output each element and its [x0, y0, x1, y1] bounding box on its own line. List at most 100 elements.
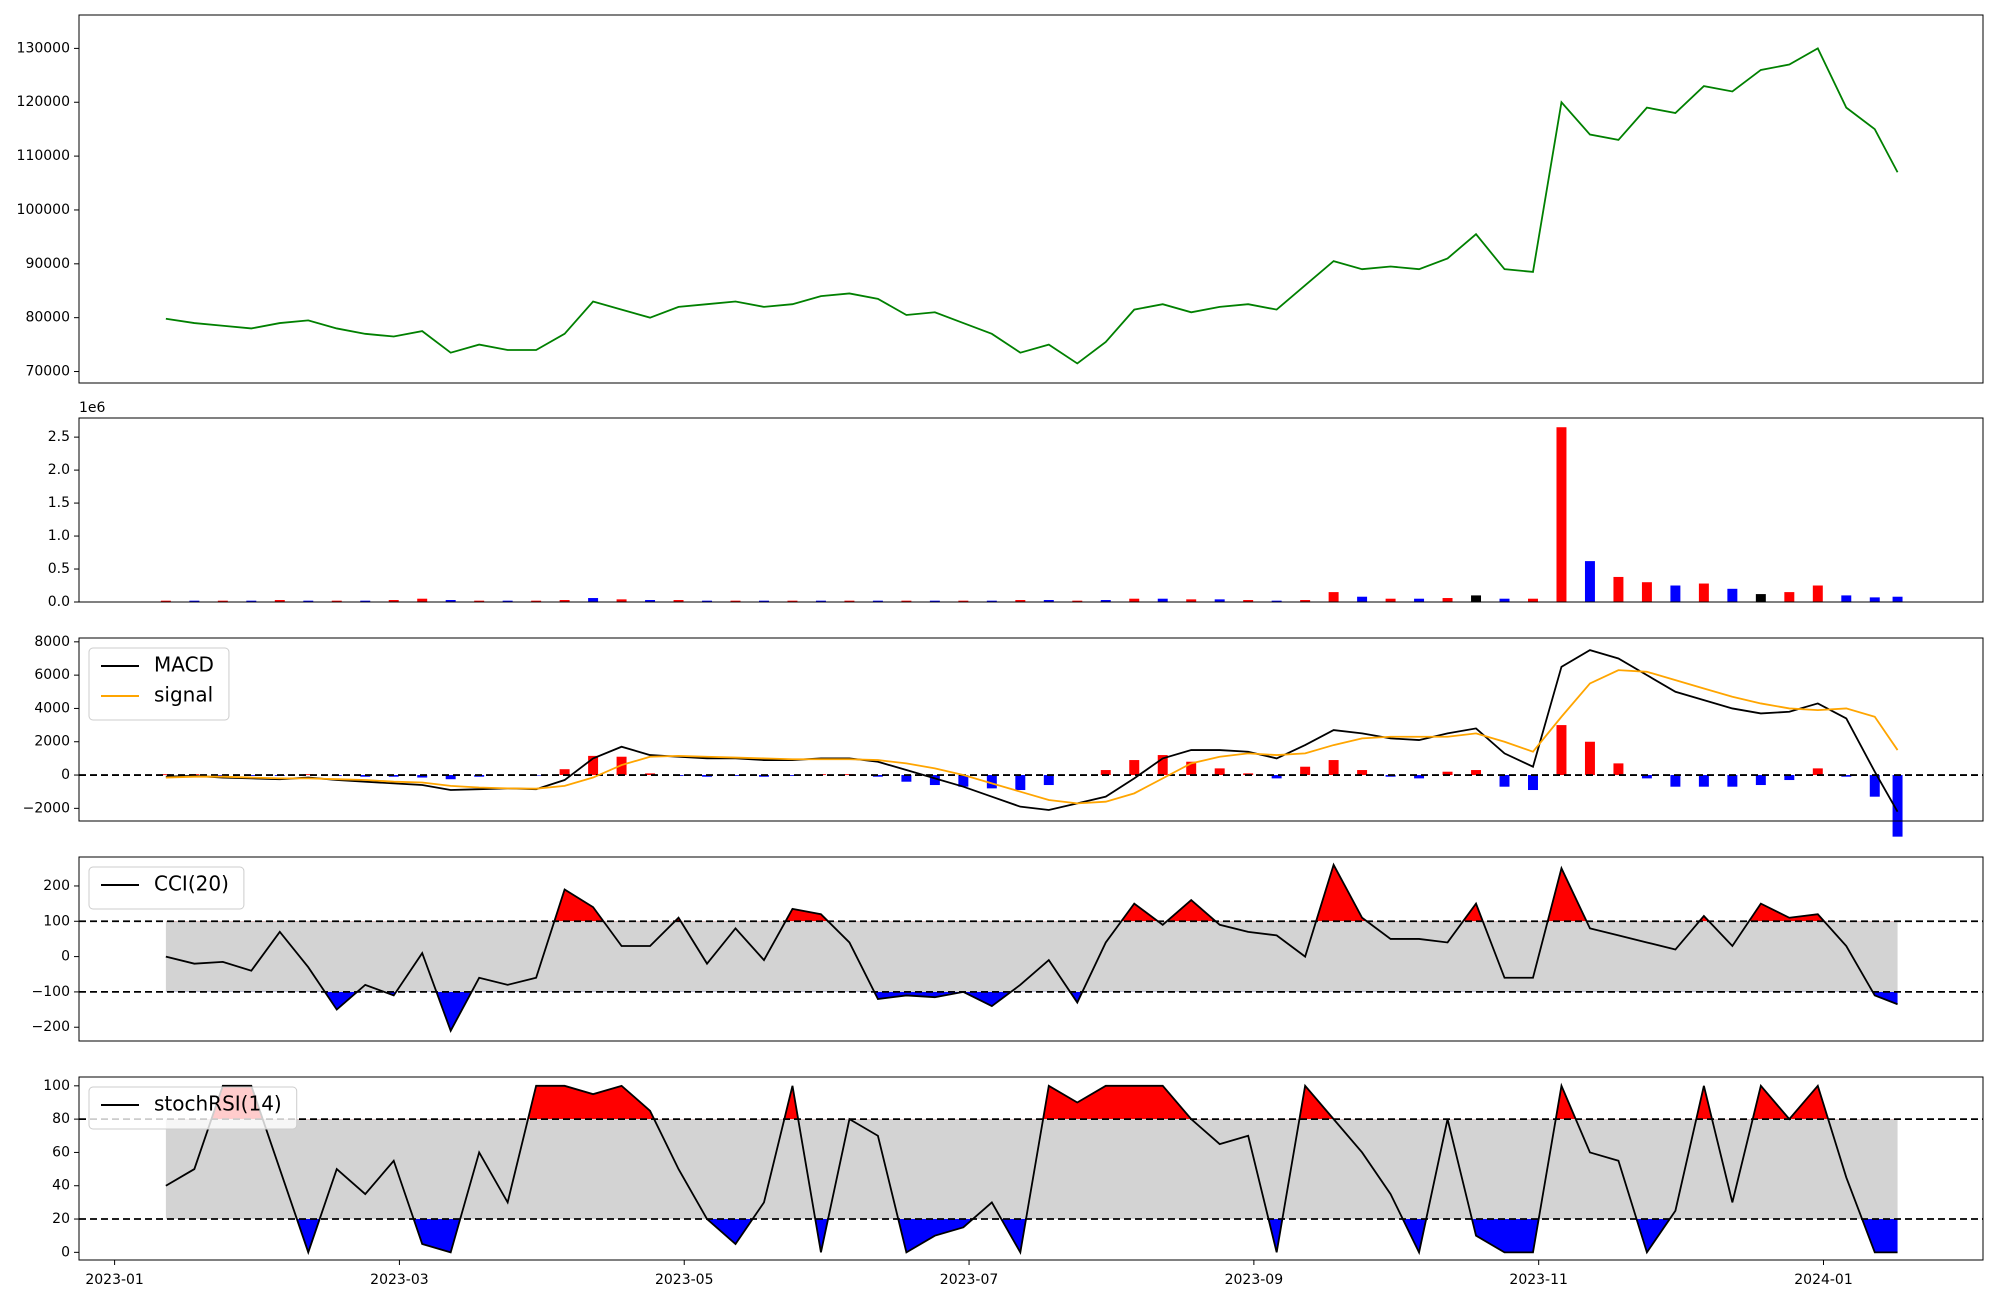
volume-bar — [1613, 576, 1624, 602]
y-tick-label: 0.5 — [48, 561, 70, 577]
histogram-bar — [1186, 761, 1197, 776]
histogram-bar — [1812, 768, 1823, 776]
histogram-bar — [1892, 775, 1903, 837]
histogram-bar — [1755, 775, 1766, 786]
x-tick-label: 2023-07 — [940, 1272, 999, 1288]
volume-bar — [1157, 598, 1168, 602]
y-tick-label: −100 — [32, 984, 70, 1000]
histogram-bar — [1129, 760, 1140, 776]
volume-bar — [1584, 561, 1595, 602]
histogram-bar — [1869, 775, 1880, 797]
y-tick-label: 0 — [61, 949, 70, 965]
volume-bar — [1784, 592, 1795, 602]
volume-bar — [1414, 598, 1425, 602]
volume-bar — [246, 600, 257, 602]
panel-frame — [78, 1076, 1984, 1261]
y-tick-label: 8000 — [34, 634, 70, 650]
volume-bar — [303, 600, 314, 602]
series-line — [165, 669, 1899, 805]
volume-bar — [1186, 599, 1197, 602]
y-tick-label: 110000 — [17, 148, 70, 164]
volume-bar — [1271, 600, 1282, 602]
y-tick-label: −200 — [32, 1019, 70, 1035]
x-tick-label: 2023-09 — [1225, 1272, 1284, 1288]
volume-bar — [1727, 588, 1738, 602]
histogram-bar — [929, 775, 940, 786]
y-tick-label: 70000 — [25, 364, 70, 380]
volume-bar — [1100, 600, 1111, 602]
y-tick-label: 1.0 — [48, 528, 70, 544]
volume-bar — [1471, 595, 1482, 602]
histogram-bar — [303, 774, 314, 776]
histogram-bar — [1698, 775, 1709, 787]
x-tick-label: 2023-05 — [655, 1272, 714, 1288]
y-tick-label: 100000 — [17, 202, 70, 218]
volume-bar — [1812, 585, 1823, 602]
volume-bar — [730, 600, 741, 602]
histogram-bar — [1641, 775, 1652, 779]
y-tick-label: 20 — [52, 1211, 70, 1227]
volume-bar — [1300, 600, 1311, 602]
volume-bar — [217, 600, 228, 602]
volume-bar — [1698, 583, 1709, 602]
x-tick-label: 2023-03 — [370, 1272, 429, 1288]
volume-bar — [1129, 598, 1140, 602]
volume-bar — [1641, 582, 1652, 602]
histogram-bar — [1841, 775, 1852, 777]
histogram-bar — [1015, 775, 1026, 791]
histogram-bar — [1100, 770, 1111, 776]
below-fill — [165, 991, 1898, 1031]
volume-bar — [417, 598, 428, 602]
volume-bar — [1755, 594, 1766, 602]
histogram-bar — [1357, 770, 1368, 776]
x-tick-label: 2023-11 — [1509, 1272, 1568, 1288]
volume-bar — [1869, 597, 1880, 602]
y-tick-label: 0 — [61, 767, 70, 783]
y-tick-label: 100 — [43, 1078, 70, 1094]
volume-bar — [360, 600, 371, 602]
y-tick-label: 100 — [43, 913, 70, 929]
legend-label: stochRSI(14) — [154, 1092, 282, 1116]
volume-bar — [616, 599, 627, 602]
legend-label: MACD — [154, 653, 214, 677]
legend-box — [88, 866, 245, 910]
band-fill — [165, 921, 1898, 992]
histogram-bar — [645, 773, 656, 776]
histogram-bar — [1442, 771, 1453, 776]
y-tick-label: 0 — [61, 1244, 70, 1260]
histogram-bar — [730, 775, 741, 776]
legend-label: signal — [154, 683, 213, 707]
volume-bar — [531, 600, 542, 602]
volume-bar — [388, 600, 399, 602]
histogram-bar — [901, 775, 912, 782]
x-tick-label: 2023-01 — [85, 1272, 144, 1288]
y-tick-label: 2.5 — [48, 429, 70, 445]
volume-bar — [1385, 598, 1396, 602]
volume-bar — [1442, 598, 1453, 602]
volume-bar — [1243, 600, 1254, 602]
y-offset-label: 1e6 — [79, 400, 106, 416]
y-tick-label: 0.0 — [48, 594, 70, 610]
volume-bar — [1043, 600, 1054, 602]
histogram-bar — [1499, 775, 1510, 787]
histogram-bar — [1414, 775, 1425, 779]
histogram-bar — [1471, 770, 1482, 776]
volume-bar — [929, 600, 940, 602]
histogram-bar — [1784, 775, 1795, 781]
volume-bar — [673, 600, 684, 602]
histogram-bar — [1157, 755, 1168, 776]
legend: MACD signal — [88, 647, 230, 721]
panel-frame — [78, 417, 1984, 603]
volume-bar — [502, 600, 513, 602]
histogram-bar — [1727, 775, 1738, 787]
histogram-bar — [445, 775, 456, 780]
volume-bar — [702, 600, 713, 602]
series-line — [165, 862, 1898, 1033]
histogram-bar — [588, 755, 599, 776]
histogram-bar — [986, 775, 997, 789]
histogram-bar — [1271, 775, 1282, 779]
histogram-bar — [1214, 768, 1225, 776]
y-tick-label: 120000 — [17, 94, 70, 110]
volume-bar — [1892, 596, 1903, 602]
